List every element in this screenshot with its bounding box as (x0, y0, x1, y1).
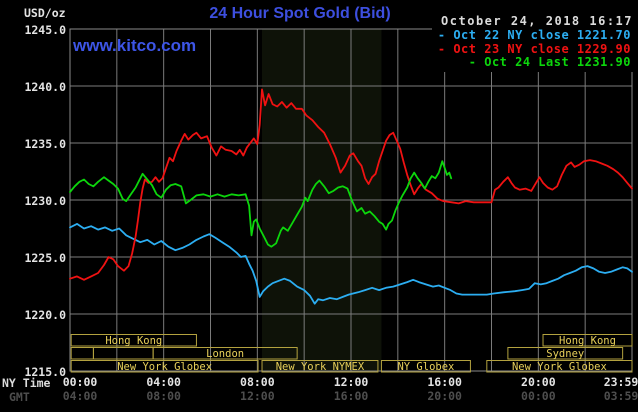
y-axis-tick-label: 1245.0 (24, 22, 66, 37)
y-axis-tick-label: 1220.0 (24, 307, 66, 322)
market-session-label: Hong Kong (105, 335, 162, 347)
x-axis-tick-label-gmt: 03:59 (603, 389, 638, 403)
legend: - Oct 22 NY close 1221.70- Oct 23 NY clo… (431, 28, 633, 72)
legend-item: - Oct 22 NY close 1221.70 (437, 28, 631, 42)
x-axis-tick-label-ny: 00:00 (62, 375, 98, 389)
x-axis-tick-label-ny: 04:00 (146, 375, 181, 389)
ny-time-axis-caption: NY Time (2, 376, 51, 390)
gmt-axis-caption: GMT (9, 390, 30, 404)
x-axis-tick-label-gmt: 00:00 (521, 389, 556, 403)
market-session-box (507, 347, 624, 360)
plot-border (69, 28, 633, 372)
market-session-box (380, 360, 471, 373)
x-axis-tick-label-ny: 23:59 (603, 375, 638, 389)
market-session-box (92, 347, 154, 360)
market-session-box (70, 347, 94, 360)
market-session-box (486, 360, 633, 373)
legend-item: - Oct 24 Last 1231.90 (468, 55, 631, 69)
x-axis-tick-label-ny: 20:00 (521, 375, 556, 389)
market-session-label: London (206, 348, 244, 360)
price-line-oct-23 (69, 88, 633, 281)
x-axis-tick-label-gmt: 20:00 (427, 389, 462, 403)
legend-item: - Oct 23 NY close 1229.90 (437, 41, 631, 56)
x-axis-tick-label-gmt: 16:00 (333, 389, 369, 403)
price-line-oct-24 (69, 160, 453, 248)
x-axis-tick-label-gmt: 12:00 (240, 389, 275, 403)
market-session-box (70, 334, 197, 347)
kitco-watermark-link[interactable]: www.kitco.com (73, 36, 197, 55)
market-session-box (152, 347, 298, 360)
x-axis-tick-label-ny: 08:00 (240, 375, 275, 389)
y-axis-units-label: USD/oz (24, 6, 66, 20)
y-axis-tick-label: 1225.0 (24, 250, 66, 265)
market-session-label: New York Globex (512, 361, 607, 373)
chart-datetime: October 24, 2018 16:17 (441, 14, 633, 28)
market-session-label: New York Globex (117, 361, 212, 373)
y-axis-tick-label: 1235.0 (24, 136, 66, 151)
market-session-box (70, 360, 259, 373)
market-session-box (542, 334, 633, 347)
y-axis-tick-label: 1240.0 (24, 79, 66, 94)
x-axis-tick-label-gmt: 04:00 (62, 389, 98, 403)
x-axis-tick-label-ny: 12:00 (333, 375, 369, 389)
price-line-oct-22 (69, 222, 633, 305)
market-session-box (261, 360, 379, 373)
market-session-label: Sydney (546, 348, 584, 360)
market-session-label: NY Globex (397, 361, 454, 373)
market-session-label: Hong Kong (559, 335, 616, 347)
x-axis-tick-label-gmt: 08:00 (146, 389, 181, 403)
y-axis-tick-label: 1230.0 (24, 193, 66, 208)
page-title: 24 Hour Spot Gold (Bid) (209, 5, 391, 22)
x-axis-tick-label-ny: 16:00 (427, 375, 462, 389)
y-axis-tick-label: 1215.0 (24, 364, 66, 379)
market-session-label: New York NYMEX (276, 361, 365, 373)
